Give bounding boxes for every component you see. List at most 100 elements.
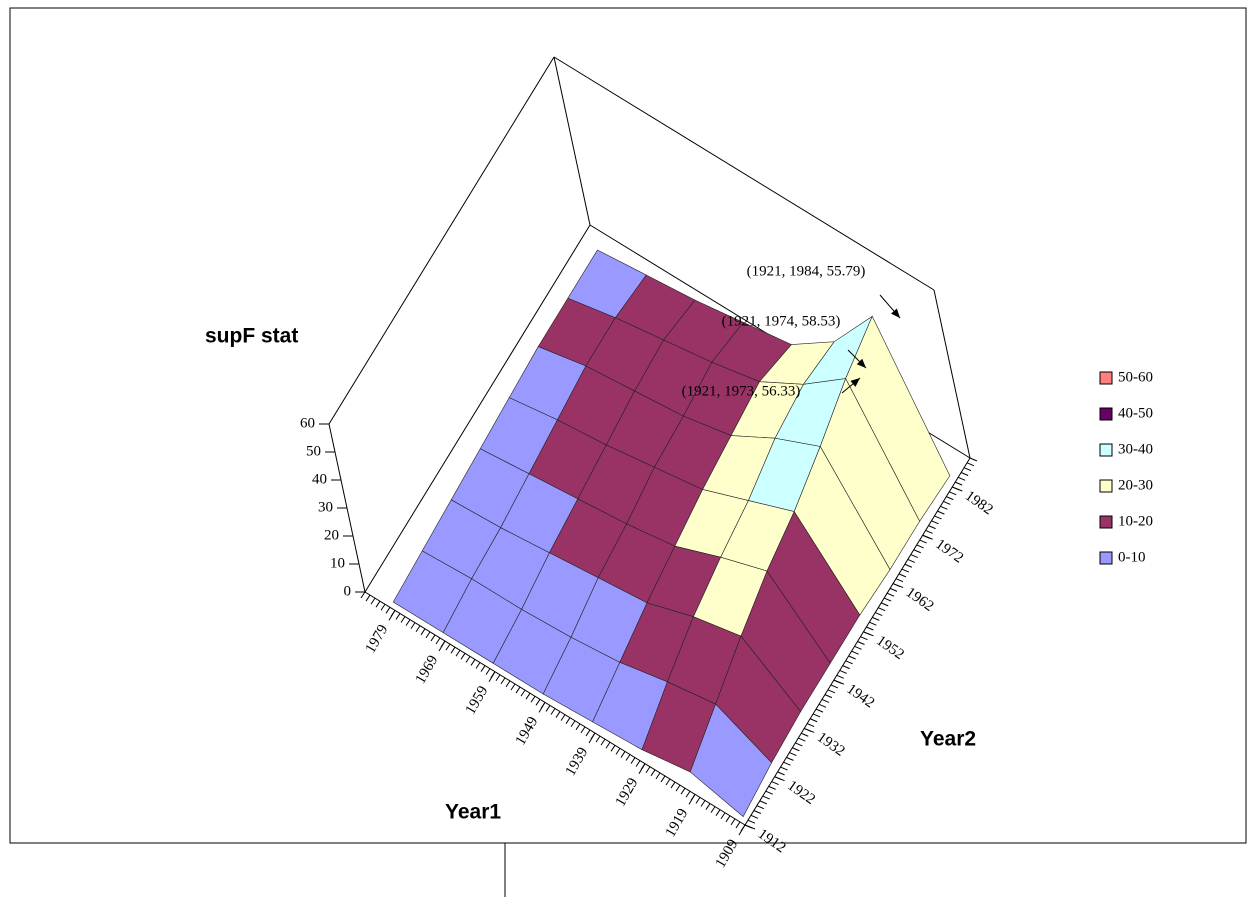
x-minor-tick — [685, 790, 691, 798]
x-minor-tick — [710, 806, 716, 813]
x-minor-tick — [385, 607, 391, 614]
y-minor-tick — [771, 781, 779, 785]
y-minor-tick — [946, 496, 954, 501]
x-minor-tick — [535, 699, 541, 706]
y-minor-tick — [869, 621, 877, 626]
legend-label: 0-10 — [1118, 549, 1146, 565]
z-tick-label: 40 — [312, 471, 327, 487]
x-minor-tick — [465, 656, 471, 663]
x-tick-label: 1959 — [463, 683, 492, 717]
x-minor-tick — [715, 809, 721, 816]
arrow-head — [856, 358, 866, 368]
y-minor-tick — [943, 501, 951, 505]
x-minor-tick — [370, 597, 376, 605]
x-minor-tick — [565, 717, 571, 724]
x-minor-tick — [530, 695, 536, 703]
y-minor-tick — [949, 491, 957, 496]
z-tick-label: 30 — [318, 499, 333, 515]
y-axis-label: Year2 — [920, 728, 976, 751]
y-minor-tick — [792, 747, 800, 752]
x-minor-tick — [475, 662, 481, 669]
y-minor-tick — [836, 674, 844, 679]
x-minor-tick — [450, 646, 456, 654]
y-tick-label: 1942 — [844, 681, 878, 711]
y-minor-tick — [883, 597, 892, 602]
y-minor-tick — [765, 790, 773, 795]
y-tick-label: 1932 — [814, 729, 848, 759]
y-minor-tick — [913, 549, 921, 554]
y-minor-tick — [768, 785, 776, 790]
y-minor-tick — [750, 814, 759, 819]
y-minor-tick — [878, 607, 886, 612]
arrow-head — [850, 378, 860, 387]
x-minor-tick — [650, 769, 656, 777]
y-minor-tick — [786, 756, 794, 761]
x-tick — [638, 763, 646, 774]
y-minor-tick — [901, 568, 910, 573]
wall-edge — [933, 289, 971, 459]
y-minor-tick — [789, 752, 797, 757]
x-minor-tick — [555, 711, 561, 718]
y-minor-tick — [845, 660, 853, 665]
x-tick — [388, 610, 396, 621]
legend-swatch — [1099, 407, 1113, 421]
x-tick-label: 1979 — [363, 622, 392, 656]
x-tick-label: 1919 — [663, 806, 692, 840]
y-tick-label: 1952 — [873, 633, 907, 663]
surface-patch — [689, 703, 772, 818]
y-tick — [952, 486, 963, 492]
z-tick-label: 20 — [324, 527, 339, 543]
y-tick — [833, 679, 845, 685]
x-tick — [538, 702, 546, 713]
y-minor-tick — [851, 650, 859, 655]
x-minor-tick — [570, 720, 576, 728]
y-minor-tick — [806, 723, 815, 728]
x-minor-tick — [405, 619, 411, 626]
y-minor-tick — [875, 612, 883, 616]
x-minor-tick — [610, 745, 616, 752]
x-minor-tick — [680, 787, 686, 795]
y-minor-tick — [795, 742, 803, 747]
x-minor-tick — [595, 735, 601, 743]
y-minor-tick — [801, 732, 809, 737]
y-minor-tick — [809, 718, 818, 723]
y-minor-tick — [756, 805, 765, 810]
x-minor-tick — [360, 591, 366, 599]
x-tick — [488, 671, 496, 682]
z-tick-label: 0 — [344, 583, 352, 599]
legend-swatch — [1099, 479, 1113, 493]
x-minor-tick — [400, 616, 406, 623]
x-minor-tick — [435, 637, 441, 645]
z-tick-label: 60 — [300, 415, 315, 431]
x-minor-tick — [395, 613, 401, 620]
x-tick-label: 1949 — [513, 714, 542, 748]
y-minor-tick — [857, 641, 865, 645]
y-minor-tick — [821, 698, 830, 703]
x-tick-label: 1909 — [713, 837, 742, 871]
y-minor-tick — [780, 766, 788, 771]
legend-swatch — [1099, 443, 1113, 457]
x-minor-tick — [470, 659, 476, 666]
wall-edge — [328, 56, 555, 425]
y-minor-tick — [895, 578, 904, 583]
x-minor-tick — [420, 628, 426, 636]
x-minor-tick — [500, 677, 506, 685]
x-minor-tick — [575, 723, 581, 731]
x-minor-tick — [725, 815, 731, 823]
x-minor-tick — [605, 741, 611, 749]
y-minor-tick — [827, 689, 836, 694]
z-tick-label: 10 — [330, 555, 345, 571]
y-tick-label: 1922 — [784, 778, 818, 808]
x-minor-tick — [480, 665, 486, 672]
z-axis-label: supF stat — [205, 325, 298, 348]
x-minor-tick — [645, 766, 651, 774]
x-tick — [738, 824, 746, 836]
x-minor-tick — [365, 594, 371, 602]
x-minor-tick — [670, 781, 676, 789]
x-minor-tick — [445, 643, 451, 651]
y-minor-tick — [753, 810, 762, 814]
x-minor-tick — [695, 797, 701, 804]
y-minor-tick — [798, 737, 806, 742]
wall-edge — [553, 56, 591, 226]
y-minor-tick — [937, 510, 945, 515]
